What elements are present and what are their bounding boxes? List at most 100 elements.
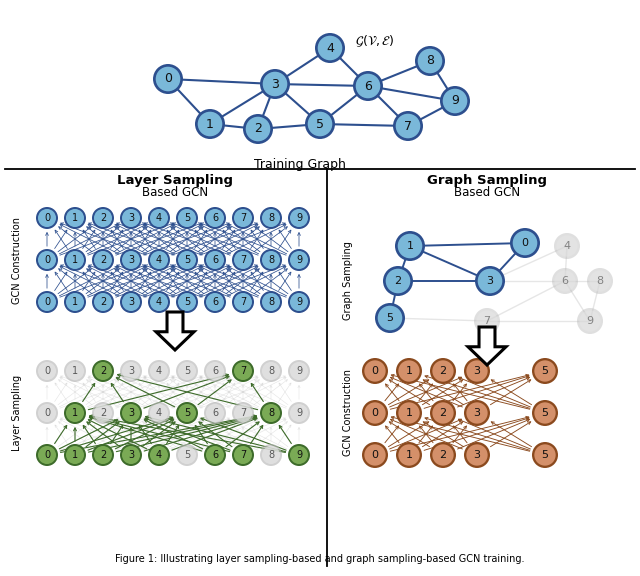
Text: 6: 6 — [212, 255, 218, 265]
Text: 7: 7 — [240, 213, 246, 223]
Circle shape — [433, 444, 454, 465]
Circle shape — [234, 251, 252, 269]
Circle shape — [554, 233, 580, 259]
Circle shape — [430, 442, 456, 468]
Circle shape — [64, 249, 86, 271]
Text: 5: 5 — [184, 450, 190, 460]
Text: 5: 5 — [184, 213, 190, 223]
Text: 4: 4 — [156, 450, 162, 460]
Circle shape — [66, 404, 84, 422]
Circle shape — [204, 402, 226, 424]
Text: 8: 8 — [268, 213, 274, 223]
Text: 5: 5 — [541, 366, 548, 376]
Text: 7: 7 — [483, 316, 491, 326]
Text: Figure 1: Illustrating layer sampling-based and graph sampling-based GCN trainin: Figure 1: Illustrating layer sampling-ba… — [115, 554, 525, 564]
Circle shape — [176, 291, 198, 313]
Text: 0: 0 — [164, 73, 172, 85]
Circle shape — [66, 362, 84, 380]
Text: 0: 0 — [371, 408, 378, 418]
Circle shape — [206, 404, 224, 422]
Circle shape — [36, 249, 58, 271]
Circle shape — [532, 442, 558, 468]
Circle shape — [464, 400, 490, 426]
Text: 3: 3 — [474, 408, 481, 418]
Text: 0: 0 — [44, 255, 50, 265]
Circle shape — [290, 404, 308, 422]
Circle shape — [262, 362, 280, 380]
Text: 3: 3 — [474, 366, 481, 376]
Text: 2: 2 — [254, 123, 262, 135]
Circle shape — [148, 249, 170, 271]
Circle shape — [430, 400, 456, 426]
Text: 7: 7 — [240, 366, 246, 376]
Circle shape — [66, 446, 84, 464]
Circle shape — [418, 49, 442, 73]
Circle shape — [393, 111, 423, 141]
Circle shape — [532, 400, 558, 426]
Text: 8: 8 — [268, 366, 274, 376]
Circle shape — [122, 404, 140, 422]
Text: 5: 5 — [184, 366, 190, 376]
Circle shape — [94, 293, 112, 311]
Circle shape — [234, 362, 252, 380]
Text: 2: 2 — [100, 213, 106, 223]
Text: 5: 5 — [541, 408, 548, 418]
Text: 9: 9 — [296, 450, 302, 460]
Text: 1: 1 — [72, 255, 78, 265]
Circle shape — [375, 303, 405, 333]
Circle shape — [120, 444, 142, 466]
Circle shape — [120, 249, 142, 271]
Text: 3: 3 — [128, 297, 134, 307]
Text: 0: 0 — [371, 450, 378, 460]
Circle shape — [579, 310, 601, 332]
Circle shape — [150, 446, 168, 464]
Circle shape — [232, 207, 254, 229]
Circle shape — [440, 86, 470, 116]
Circle shape — [356, 74, 380, 98]
Text: 0: 0 — [44, 408, 50, 418]
Text: Training Graph: Training Graph — [254, 158, 346, 171]
Text: 1: 1 — [72, 366, 78, 376]
Circle shape — [198, 112, 222, 137]
Text: Layer Sampling: Layer Sampling — [117, 174, 233, 187]
Circle shape — [395, 231, 425, 261]
Circle shape — [364, 361, 386, 382]
Text: 9: 9 — [296, 408, 302, 418]
Circle shape — [288, 444, 310, 466]
Text: 2: 2 — [100, 255, 106, 265]
Circle shape — [234, 404, 252, 422]
Circle shape — [148, 444, 170, 466]
Text: 8: 8 — [268, 450, 274, 460]
Circle shape — [288, 291, 310, 313]
Circle shape — [204, 444, 226, 466]
Circle shape — [148, 360, 170, 382]
Text: 8: 8 — [596, 276, 604, 286]
Circle shape — [433, 361, 454, 382]
Circle shape — [232, 291, 254, 313]
Circle shape — [262, 446, 280, 464]
Text: 1: 1 — [406, 366, 413, 376]
Circle shape — [232, 402, 254, 424]
Circle shape — [178, 209, 196, 227]
Circle shape — [398, 361, 420, 382]
Circle shape — [262, 293, 280, 311]
Circle shape — [534, 444, 556, 465]
Polygon shape — [156, 312, 194, 350]
Circle shape — [430, 358, 456, 384]
Circle shape — [534, 361, 556, 382]
Circle shape — [260, 249, 282, 271]
Circle shape — [92, 402, 114, 424]
Circle shape — [433, 403, 454, 424]
Circle shape — [290, 209, 308, 227]
Circle shape — [362, 400, 388, 426]
Circle shape — [396, 442, 422, 468]
Circle shape — [176, 207, 198, 229]
Text: 0: 0 — [44, 297, 50, 307]
Circle shape — [206, 362, 224, 380]
Circle shape — [290, 293, 308, 311]
Circle shape — [290, 251, 308, 269]
Circle shape — [353, 71, 383, 101]
Circle shape — [150, 404, 168, 422]
Text: Based GCN: Based GCN — [454, 186, 520, 199]
Text: 3: 3 — [128, 213, 134, 223]
